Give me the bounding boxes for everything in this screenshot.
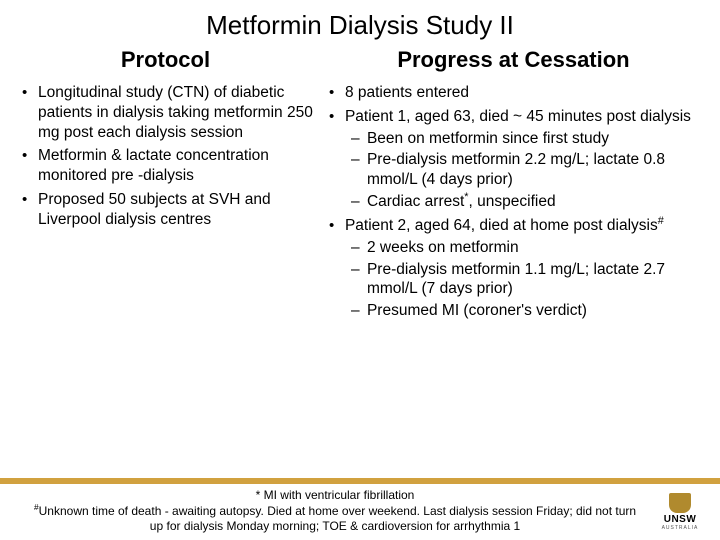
superscript: # <box>658 215 664 227</box>
crest-icon <box>669 493 691 513</box>
sub-item: Been on metformin since first study <box>345 129 702 149</box>
footnote-line: * MI with ventricular fibrillation <box>256 488 415 502</box>
footer: * MI with ventricular fibrillation #Unkn… <box>0 478 720 540</box>
list-item: Patient 1, aged 63, died ~ 45 minutes po… <box>325 107 702 212</box>
logo-subtext: AUSTRALIA <box>662 525 699 531</box>
list-item: Patient 2, aged 64, died at home post di… <box>325 216 702 321</box>
sub-text: , unspecified <box>469 193 556 210</box>
sub-item: Cardiac arrest*, unspecified <box>345 192 702 212</box>
protocol-list: Longitudinal study (CTN) of diabetic pat… <box>18 83 313 230</box>
bullet-text: Patient 2, aged 64, died at home post di… <box>345 217 658 234</box>
sub-text: Cardiac arrest <box>367 193 464 210</box>
progress-heading: Progress at Cessation <box>325 47 702 73</box>
logo-text: UNSW <box>664 514 697 525</box>
sub-item: Pre-dialysis metformin 1.1 mg/L; lactate… <box>345 260 702 300</box>
progress-column: Progress at Cessation 8 patients entered… <box>319 47 702 325</box>
sub-list: 2 weeks on metformin Pre-dialysis metfor… <box>345 238 702 321</box>
sub-item: Presumed MI (coroner's verdict) <box>345 301 702 321</box>
content-columns: Protocol Longitudinal study (CTN) of dia… <box>0 47 720 325</box>
sub-list: Been on metformin since first study Pre-… <box>345 129 702 212</box>
sub-item: 2 weeks on metformin <box>345 238 702 258</box>
protocol-column: Protocol Longitudinal study (CTN) of dia… <box>18 47 319 325</box>
list-item: Metformin & lactate concentration monito… <box>18 146 313 186</box>
protocol-heading: Protocol <box>18 47 313 73</box>
footnote: * MI with ventricular fibrillation #Unkn… <box>0 484 720 535</box>
unsw-logo: UNSW AUSTRALIA <box>648 490 712 534</box>
sub-item: Pre-dialysis metformin 2.2 mg/L; lactate… <box>345 150 702 190</box>
bullet-text: Patient 1, aged 63, died ~ 45 minutes po… <box>345 108 691 125</box>
footnote-line: Unknown time of death - awaiting autopsy… <box>39 504 636 534</box>
list-item: Longitudinal study (CTN) of diabetic pat… <box>18 83 313 142</box>
list-item: Proposed 50 subjects at SVH and Liverpoo… <box>18 190 313 230</box>
slide-title: Metformin Dialysis Study II <box>0 0 720 47</box>
progress-list: 8 patients entered Patient 1, aged 63, d… <box>325 83 702 321</box>
list-item: 8 patients entered <box>325 83 702 103</box>
